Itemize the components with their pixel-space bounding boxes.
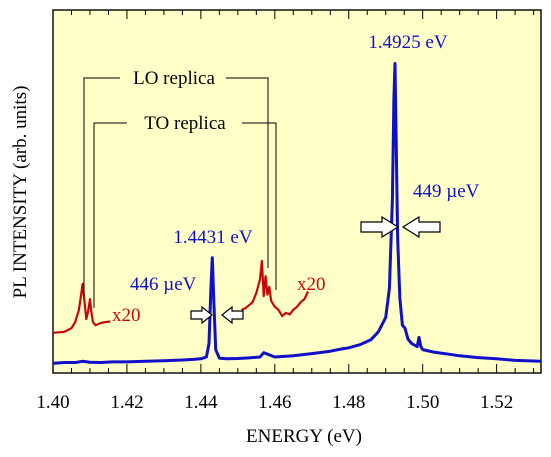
- x-tick-label: 1.42: [110, 392, 143, 413]
- y-axis-label: PL INTENSITY (arb. units): [10, 86, 31, 299]
- lo-replica-label: LO replica: [133, 68, 215, 89]
- replica-x20-line: [241, 259, 310, 318]
- fwhm-arrows: [190, 215, 441, 325]
- arrow-right-main: [360, 215, 400, 239]
- pl-spectrum-line: [52, 62, 542, 365]
- replica-x20-line: [52, 282, 111, 334]
- x-tick-labels: 1.40 1.42 1.44 1.46 1.48 1.50 1.52: [36, 392, 513, 413]
- tick-marks: [52, 10, 535, 373]
- to-replica-bracket-right: [242, 122, 277, 290]
- scale-right-label: x20: [297, 274, 326, 295]
- fwhm-secondary-label: 446 µeV: [130, 274, 197, 295]
- x-tick-label: 1.46: [258, 392, 291, 413]
- arrow-left-main: [401, 215, 441, 239]
- peak-secondary-label: 1.4431 eV: [173, 227, 252, 248]
- x-tick-label: 1.52: [480, 392, 513, 413]
- x-axis-label: ENERGY (eV): [246, 426, 362, 447]
- arrow-right-secondary: [190, 305, 213, 325]
- replica-brackets: [83, 77, 277, 308]
- to-replica-bracket-left: [93, 122, 127, 308]
- fwhm-main-label: 449 µeV: [413, 181, 480, 202]
- x-tick-label: 1.50: [406, 392, 439, 413]
- plot-area: [52, 9, 542, 374]
- series-layer: [52, 62, 542, 365]
- lo-replica-bracket-right: [226, 77, 269, 268]
- arrow-left-secondary: [221, 305, 244, 325]
- x-tick-label: 1.40: [36, 392, 69, 413]
- peak-main-label: 1.4925 eV: [368, 32, 447, 53]
- to-replica-label: TO replica: [144, 113, 226, 134]
- scale-left-label: x20: [112, 305, 141, 326]
- x-tick-label: 1.44: [184, 392, 218, 413]
- lo-replica-bracket-left: [83, 77, 120, 296]
- x-tick-label: 1.48: [332, 392, 365, 413]
